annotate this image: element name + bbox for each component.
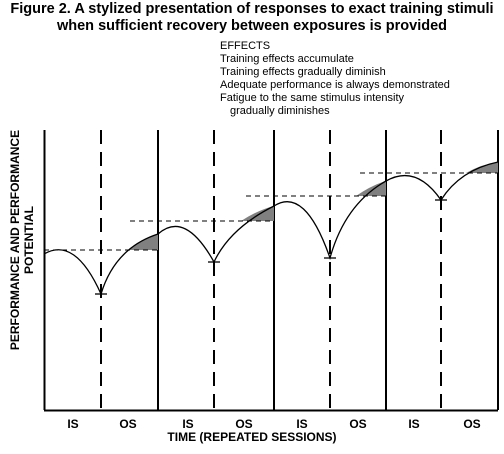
y-axis-label-line-1: PERFORMANCE AND PERFORMANCE — [8, 129, 22, 351]
figure-title-line-1: Figure 2. A stylized presentation of res… — [10, 1, 494, 17]
phase-label-is: IS — [296, 417, 307, 431]
phase-label-os: OS — [463, 417, 480, 431]
effect-item: Adequate performance is always demonstra… — [220, 79, 450, 91]
effect-item: gradually diminishes — [230, 105, 330, 117]
y-axis-label-line-2: POTENTIAL — [22, 206, 36, 274]
effect-item: Fatigue to the same stimulus intensity — [220, 92, 405, 104]
performance-curve — [43, 161, 499, 296]
y-axis-label: PERFORMANCE AND PERFORMANCE POTENTIAL — [8, 110, 36, 370]
phase-label-is: IS — [182, 417, 193, 431]
phase-label-is: IS — [408, 417, 419, 431]
phase-label-os: OS — [235, 417, 252, 431]
effects-heading: EFFECTS — [220, 40, 271, 52]
shaded-gain-region — [356, 181, 386, 196]
effects-legend: EFFECTS Training effects accumulate Trai… — [220, 40, 450, 118]
phase-label-os: OS — [349, 417, 366, 431]
effect-item: Training effects accumulate — [220, 53, 354, 65]
shaded-gain-region — [128, 234, 158, 250]
x-axis-label: TIME (REPEATED SESSIONS) — [167, 430, 337, 444]
effect-item: Training effects gradually diminish — [220, 66, 386, 78]
phase-label-is: IS — [67, 417, 78, 431]
figure-title-line-2: when sufficient recovery between exposur… — [56, 18, 447, 34]
phase-label-os: OS — [119, 417, 136, 431]
